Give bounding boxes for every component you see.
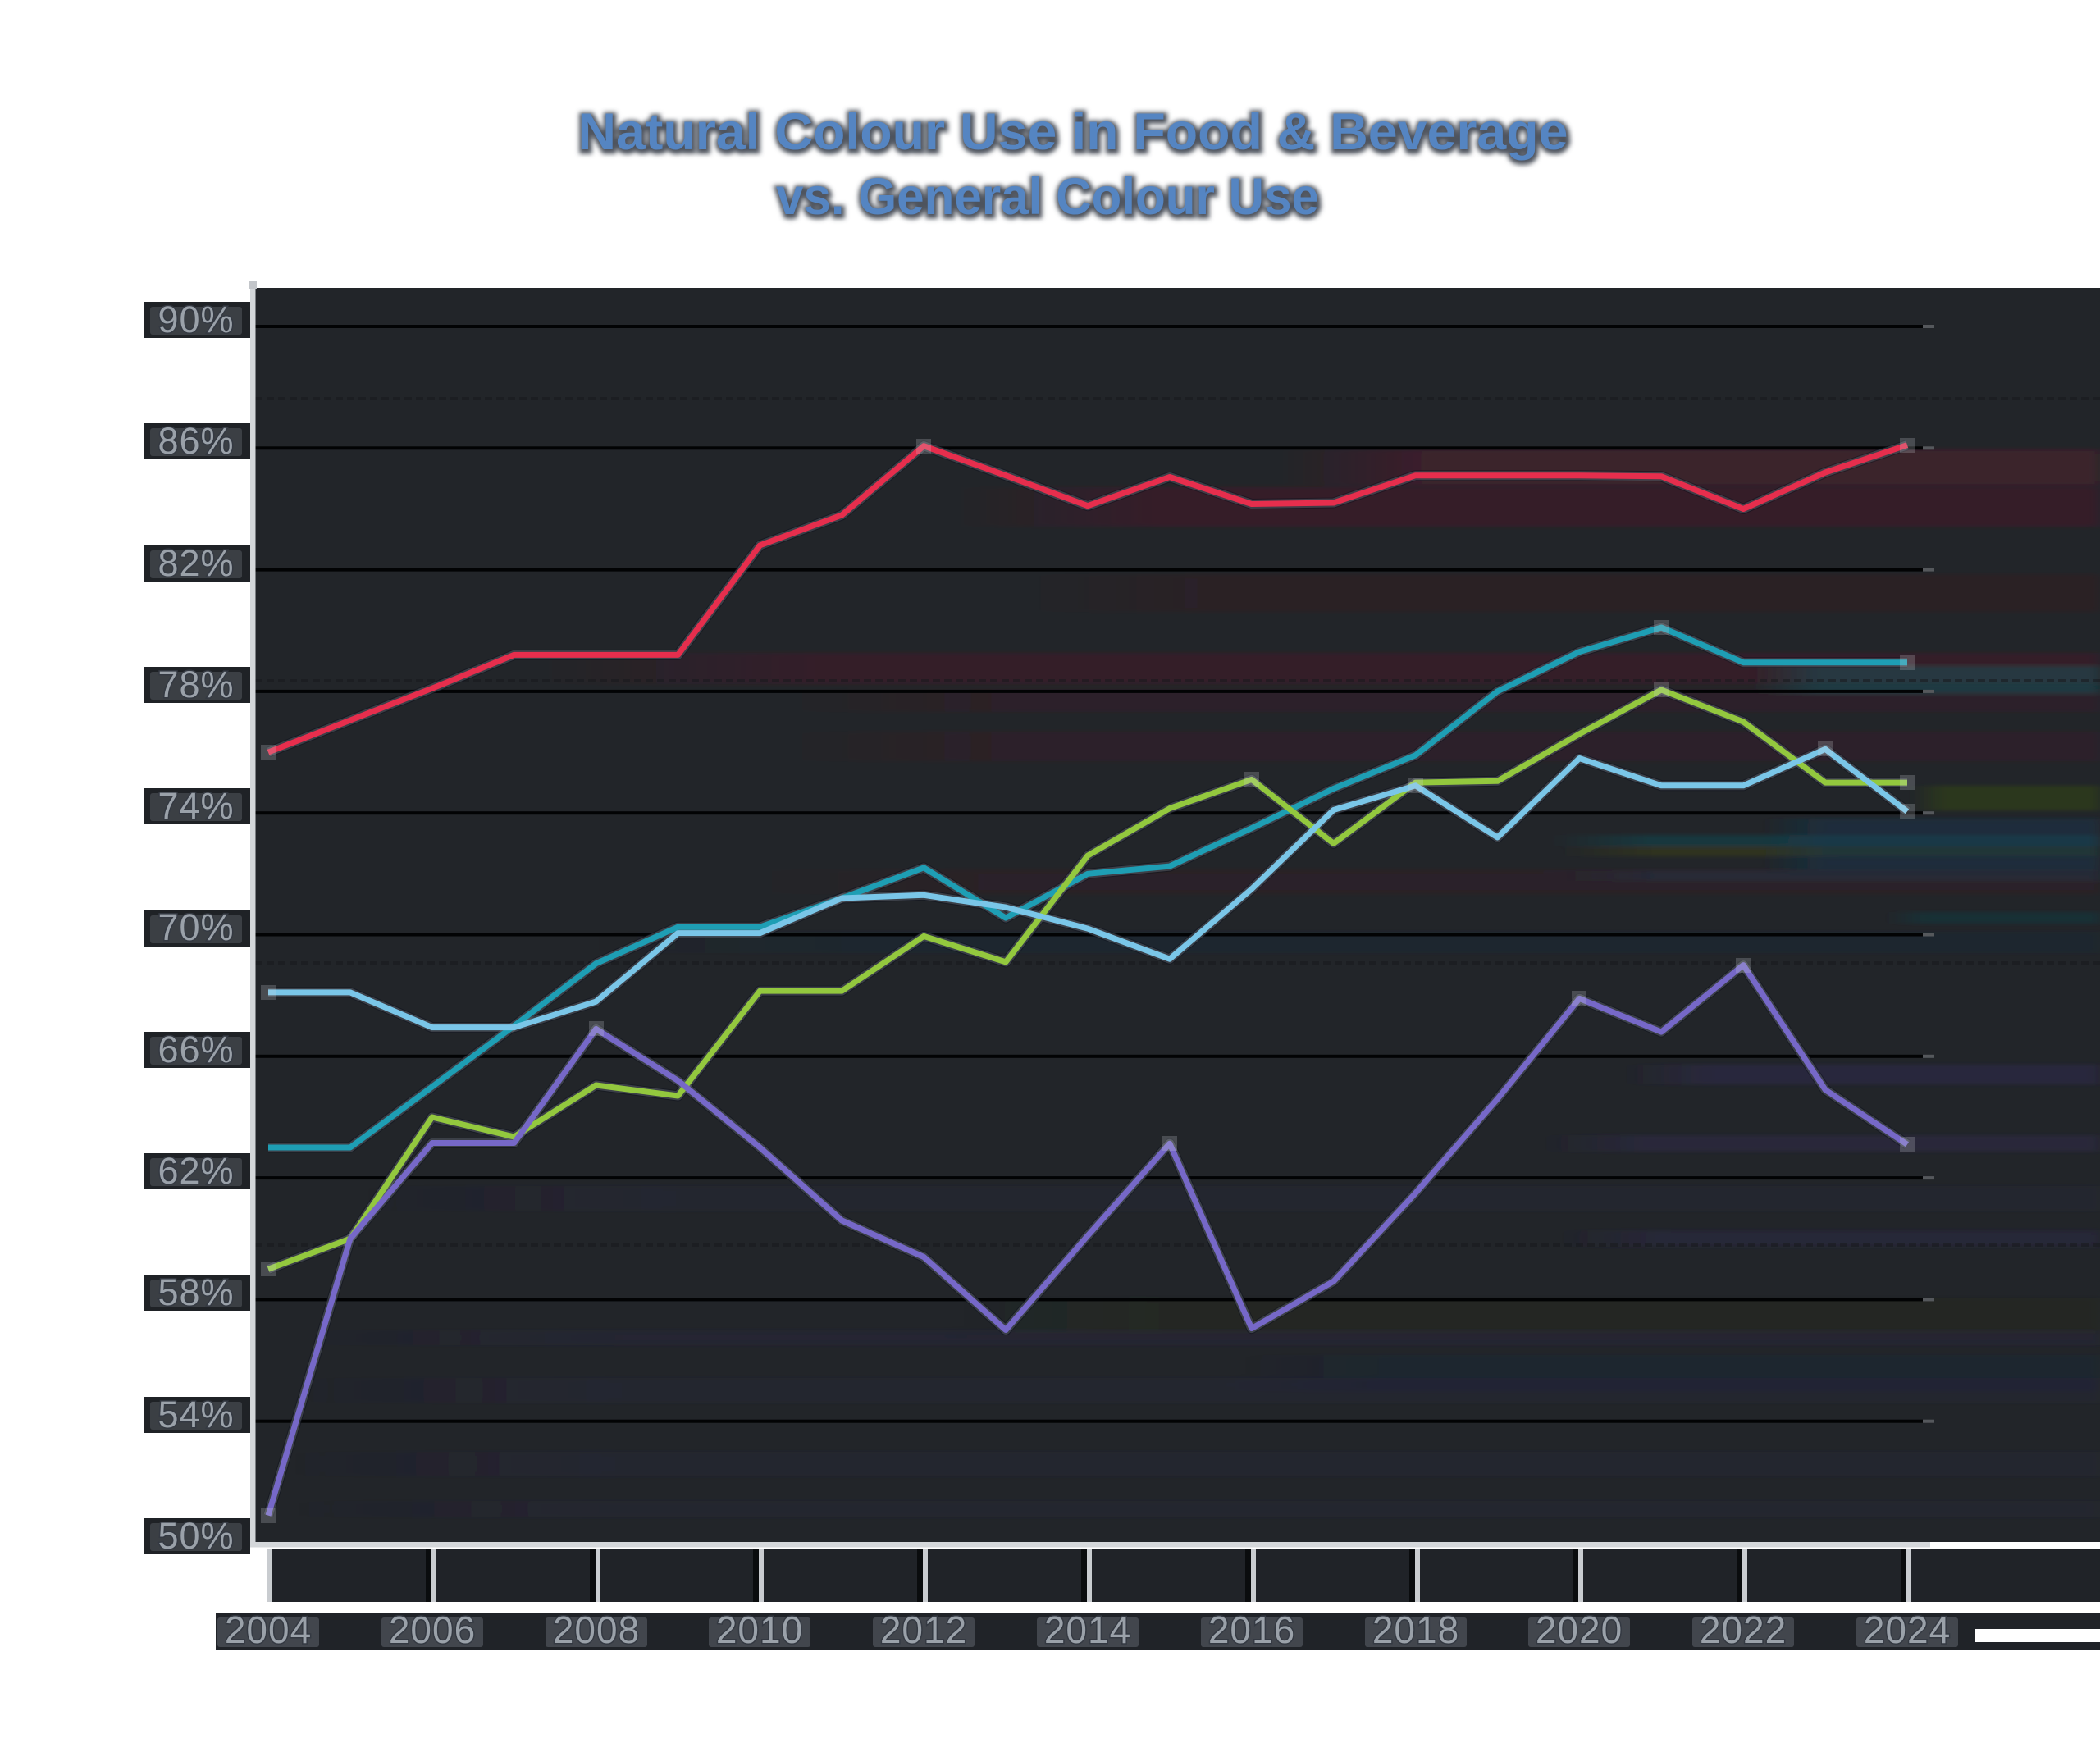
svg-text:Natural Colour Use in Food & B: Natural Colour Use in Food & Beverage [579, 105, 1569, 162]
svg-text:82%: 82% [158, 542, 234, 584]
svg-text:2016: 2016 [1208, 1608, 1295, 1651]
svg-text:2024: 2024 [1864, 1608, 1951, 1651]
svg-text:86%: 86% [158, 420, 234, 462]
svg-text:2022: 2022 [1700, 1608, 1787, 1651]
svg-text:50%: 50% [158, 1515, 234, 1557]
svg-text:62%: 62% [158, 1150, 234, 1192]
svg-text:78%: 78% [158, 664, 234, 705]
svg-text:2008: 2008 [553, 1608, 640, 1651]
svg-text:70%: 70% [158, 906, 234, 948]
svg-text:66%: 66% [158, 1029, 234, 1070]
svg-text:vs. General Colour Use: vs. General Colour Use [777, 170, 1320, 227]
svg-text:54%: 54% [158, 1394, 234, 1435]
svg-text:58%: 58% [158, 1271, 234, 1313]
svg-text:2004: 2004 [225, 1608, 312, 1651]
svg-text:vs. General Colour Use: vs. General Colour Use [776, 168, 1319, 226]
svg-text:2006: 2006 [389, 1608, 476, 1651]
svg-text:Natural Colour Use in Food & B: Natural Colour Use in Food & Beverage [578, 103, 1568, 161]
svg-text:90%: 90% [158, 299, 234, 340]
svg-text:74%: 74% [158, 785, 234, 827]
svg-text:2010: 2010 [716, 1608, 803, 1651]
svg-text:2014: 2014 [1044, 1608, 1131, 1651]
svg-text:2020: 2020 [1536, 1608, 1623, 1651]
svg-text:2018: 2018 [1372, 1608, 1459, 1651]
svg-text:2012: 2012 [880, 1608, 967, 1651]
